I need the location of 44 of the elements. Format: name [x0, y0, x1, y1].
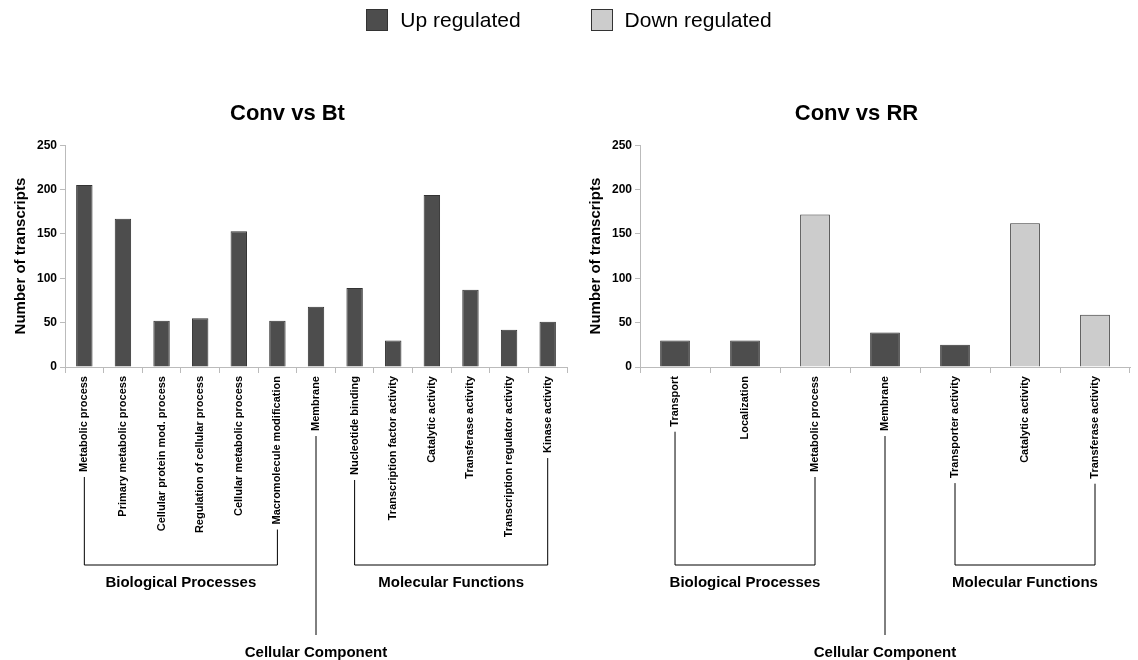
text: Molecular Functions: [952, 573, 1098, 590]
y-tick-label: 100: [36, 270, 58, 285]
y-tick-label: 50: [43, 314, 58, 329]
x-tick-label: Transcription factor activity: [386, 375, 399, 521]
x-tick-label: Transcription regulator activity: [502, 375, 515, 538]
text: Molecular Functions: [378, 573, 525, 590]
y-tick-label: 150: [36, 226, 58, 241]
y-tick-label: 50: [618, 314, 633, 329]
legend-label: Down regulated: [624, 8, 772, 32]
x-tick-label: Membrane: [309, 376, 322, 432]
y-tick-label: 150: [611, 226, 633, 241]
x-tick-label: Membrane: [878, 376, 891, 432]
x-tick-label: Kinase activity: [540, 375, 553, 454]
y-tick-label: 0: [50, 359, 58, 374]
text: Cellular Component: [813, 643, 957, 660]
x-tick-label: Nucleotide binding: [347, 376, 360, 475]
x-tick-label: Localization: [738, 375, 751, 440]
y-axis-title: Number of transcripts: [586, 177, 604, 335]
legend-label: Up regulated: [400, 8, 521, 32]
y-axis-title: Number of transcripts: [11, 177, 29, 335]
x-tick-label: Transferase activity: [463, 375, 476, 479]
text: Biological Processes: [669, 573, 821, 590]
x-tick-label: Transferase activity: [1088, 375, 1101, 479]
y-tick-label: 250: [36, 137, 58, 152]
y-tick-label: 250: [611, 137, 633, 152]
x-tick-label: Macromolecule modification: [270, 375, 283, 525]
y-tick-label: 0: [625, 359, 633, 374]
x-tick-label: Catalytic activity: [1018, 375, 1031, 463]
y-tick-label: 200: [36, 181, 58, 196]
chart-title: Conv vs Bt: [229, 100, 346, 126]
x-tick-label: Cellular metabolic process: [231, 376, 244, 516]
x-tick-label: Transport: [668, 375, 681, 427]
x-tick-label: Metabolic process: [77, 376, 90, 472]
y-tick-label: 200: [611, 181, 633, 196]
x-tick-label: Cellular protein mod. process: [154, 376, 167, 532]
text: Biological Processes: [105, 573, 257, 590]
x-tick-label: Catalytic activity: [424, 375, 437, 463]
x-tick-label: Regulation of cellular process: [193, 376, 206, 534]
x-tick-label: Transporter activity: [948, 375, 961, 479]
chart-title: Conv vs RR: [793, 100, 920, 126]
x-tick-label: Metabolic process: [808, 376, 821, 472]
text: Cellular Component: [244, 643, 388, 660]
x-tick-label: Primary metabolic process: [115, 376, 128, 517]
y-tick-label: 100: [611, 270, 633, 285]
